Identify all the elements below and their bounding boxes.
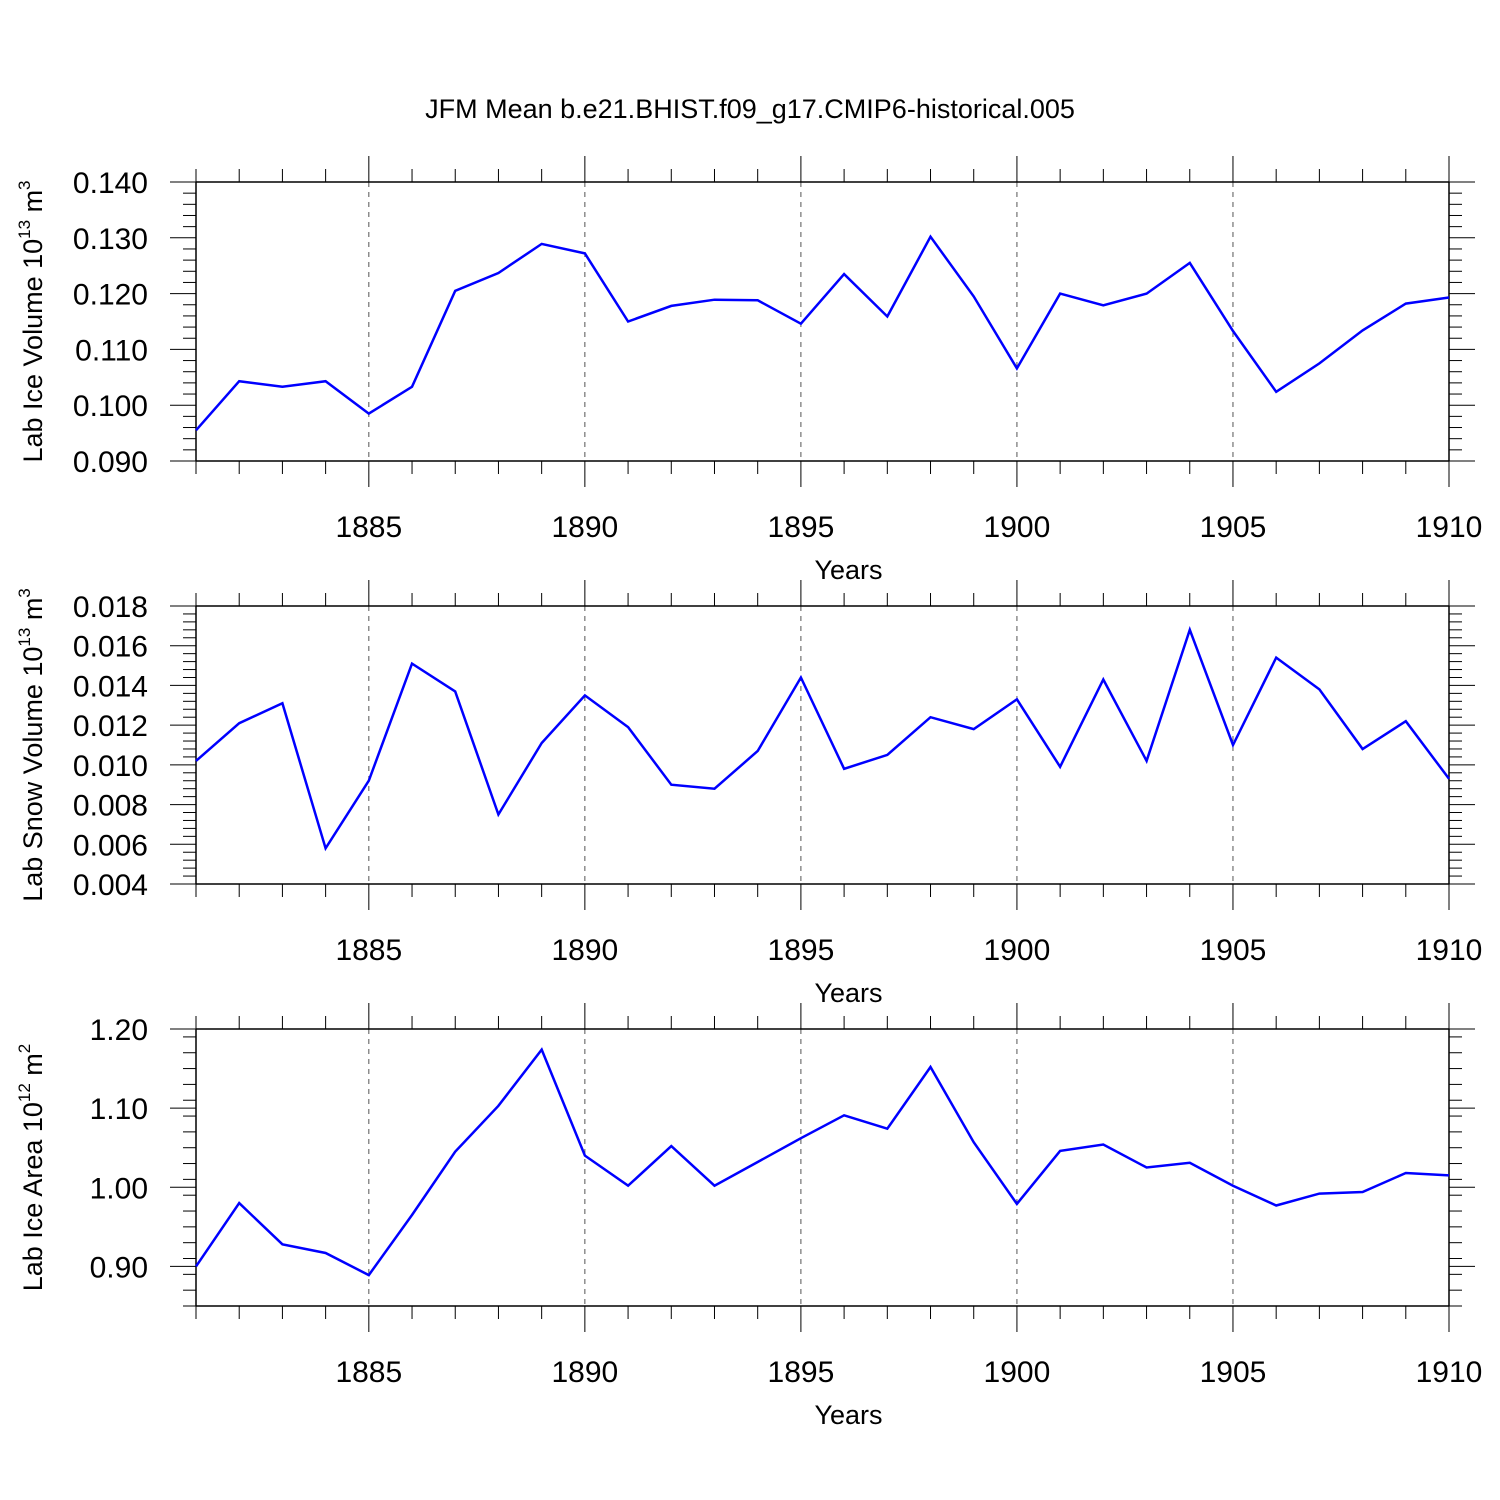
y-tick-label: 0.90 — [90, 1251, 148, 1284]
x-tick-label: 1900 — [984, 934, 1051, 967]
x-axis-label: Years — [814, 1400, 882, 1430]
x-tick-label: 1885 — [335, 1356, 402, 1389]
y-tick-label: 0.120 — [73, 279, 148, 312]
y-tick-label: 1.00 — [90, 1172, 148, 1205]
y-axis-label-unit-exponent: 3 — [15, 180, 34, 189]
y-axis-label-exponent: 13 — [15, 220, 34, 239]
x-tick-label: 1895 — [768, 511, 835, 544]
y-axis-label-unit: m — [18, 190, 48, 220]
y-axis-label-main: Lab Ice Volume 10 — [18, 239, 48, 463]
y-axis-label-main: Lab Snow Volume 10 — [18, 647, 48, 902]
y-axis-label-main: Lab Ice Area 10 — [18, 1102, 48, 1291]
x-tick-label: 1890 — [551, 1356, 618, 1389]
y-axis-label-exponent: 13 — [15, 628, 34, 647]
y-tick-label: 0.004 — [73, 869, 148, 902]
y-tick-label: 0.100 — [73, 390, 148, 423]
y-axis-label-unit: m — [18, 1053, 48, 1083]
x-tick-label: 1900 — [984, 1356, 1051, 1389]
y-tick-label: 1.10 — [90, 1093, 148, 1126]
y-tick-label: 0.130 — [73, 223, 148, 256]
x-tick-label: 1905 — [1200, 1356, 1267, 1389]
series-line — [195, 626, 1451, 852]
x-tick-label: 1910 — [1416, 934, 1483, 967]
chart-panel-1: 1885 1890 1895 1900 1905 1910 0.090 0.100 0.110 0… — [15, 156, 1482, 585]
y-axis-label-exponent: 12 — [15, 1083, 34, 1102]
y-tick-label: 0.008 — [73, 790, 148, 823]
x-tick-label: 1905 — [1200, 511, 1267, 544]
y-tick-label: 0.006 — [73, 829, 148, 862]
series-line — [195, 234, 1450, 432]
y-tick-label: 0.014 — [73, 670, 148, 703]
x-tick-label: 1885 — [335, 511, 402, 544]
y-tick-label: 0.090 — [73, 446, 148, 479]
y-axis-label: Lab Ice Area 1012 m2 — [15, 1044, 48, 1292]
figure-title: JFM Mean b.e21.BHIST.f09_g17.CMIP6-histo… — [425, 94, 1075, 124]
y-axis-label: Lab Snow Volume 1013 m3 — [15, 588, 48, 902]
x-tick-label: 1890 — [551, 511, 618, 544]
y-tick-label: 0.016 — [73, 631, 148, 664]
panels: 1885 1890 1895 1900 1905 1910 0.090 0.100 0.110 0… — [15, 156, 1482, 1430]
x-axis-label: Years — [814, 555, 882, 585]
x-tick-label: 1905 — [1200, 934, 1267, 967]
y-tick-label: 0.012 — [73, 710, 148, 743]
y-axis-label-unit: m — [18, 598, 48, 628]
x-tick-label: 1895 — [768, 934, 835, 967]
y-tick-label: 0.018 — [73, 591, 148, 624]
y-axis-label: Lab Ice Volume 1013 m3 — [15, 180, 48, 462]
y-tick-label: 1.20 — [90, 1014, 148, 1047]
y-axis-label-unit-exponent: 3 — [15, 588, 34, 597]
x-tick-label: 1910 — [1416, 1356, 1483, 1389]
y-axis-label-unit-exponent: 2 — [15, 1044, 34, 1053]
chart-panel-2: 1885 1890 1895 1900 1905 1910 0.004 0.006 0.008 0… — [15, 580, 1482, 1008]
x-tick-label: 1885 — [335, 934, 402, 967]
x-tick-label: 1890 — [551, 934, 618, 967]
x-tick-label: 1910 — [1416, 511, 1483, 544]
chart-panel-3: 1885 1890 1895 1900 1905 1910 0.90 1.00 1.10 1.20… — [15, 1003, 1482, 1430]
x-axis-label: Years — [814, 978, 882, 1008]
y-tick-label: 0.110 — [75, 334, 148, 367]
series-line — [194, 1047, 1450, 1277]
y-tick-label: 0.140 — [73, 167, 148, 200]
x-tick-label: 1895 — [768, 1356, 835, 1389]
x-tick-label: 1900 — [984, 511, 1051, 544]
y-tick-label: 0.010 — [73, 750, 148, 783]
